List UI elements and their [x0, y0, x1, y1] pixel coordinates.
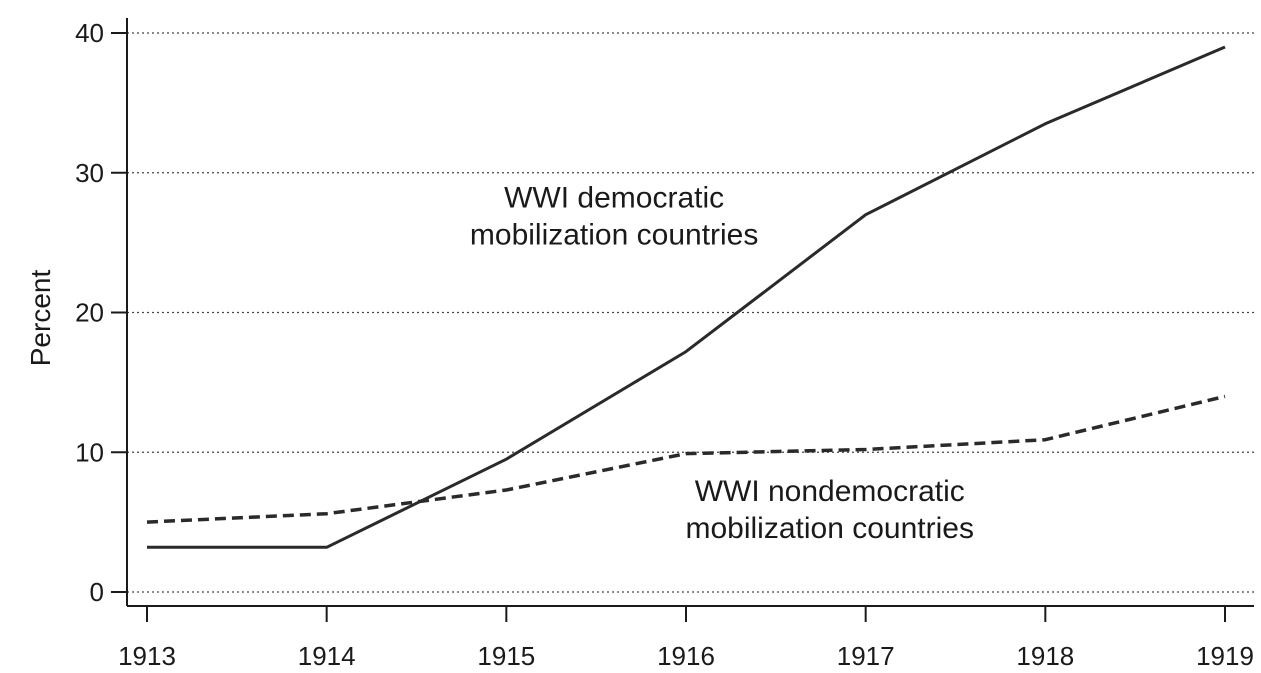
tick-marks [111, 32, 1226, 622]
nondemocratic-series-label: mobilization countries [685, 512, 973, 545]
x-tick-label: 1919 [1196, 641, 1254, 671]
democratic-series-label: mobilization countries [470, 219, 758, 252]
tick-labels: 0 10 20 30 40 1913 1914 1915 1916 1917 1918 1919 [75, 18, 1254, 671]
nondemocratic-series-line [146, 394, 1226, 524]
x-tick-label: 1914 [298, 641, 356, 671]
nondemocratic-series-label: WWI nondemocratic [695, 475, 965, 508]
y-tick-label: 40 [75, 18, 104, 48]
series-lines [146, 45, 1226, 549]
x-tick-label: 1915 [477, 641, 535, 671]
y-tick-label: 30 [75, 158, 104, 188]
annotations: WWI democratic mobilization countries WWI … [470, 182, 974, 545]
x-tick-label: 1918 [1016, 641, 1074, 671]
x-tick-label: 1917 [837, 641, 895, 671]
x-tick-label: 1916 [657, 641, 715, 671]
y-tick-label: 20 [75, 298, 104, 328]
y-tick-label: 0 [90, 577, 104, 607]
x-tick-label: 1913 [118, 641, 176, 671]
grid-lines [127, 32, 1254, 593]
democratic-series-line [147, 45, 1226, 549]
democratic-series-label: WWI democratic [504, 182, 724, 215]
y-tick-label: 10 [75, 437, 104, 467]
y-axis-title: Percent [25, 270, 56, 367]
